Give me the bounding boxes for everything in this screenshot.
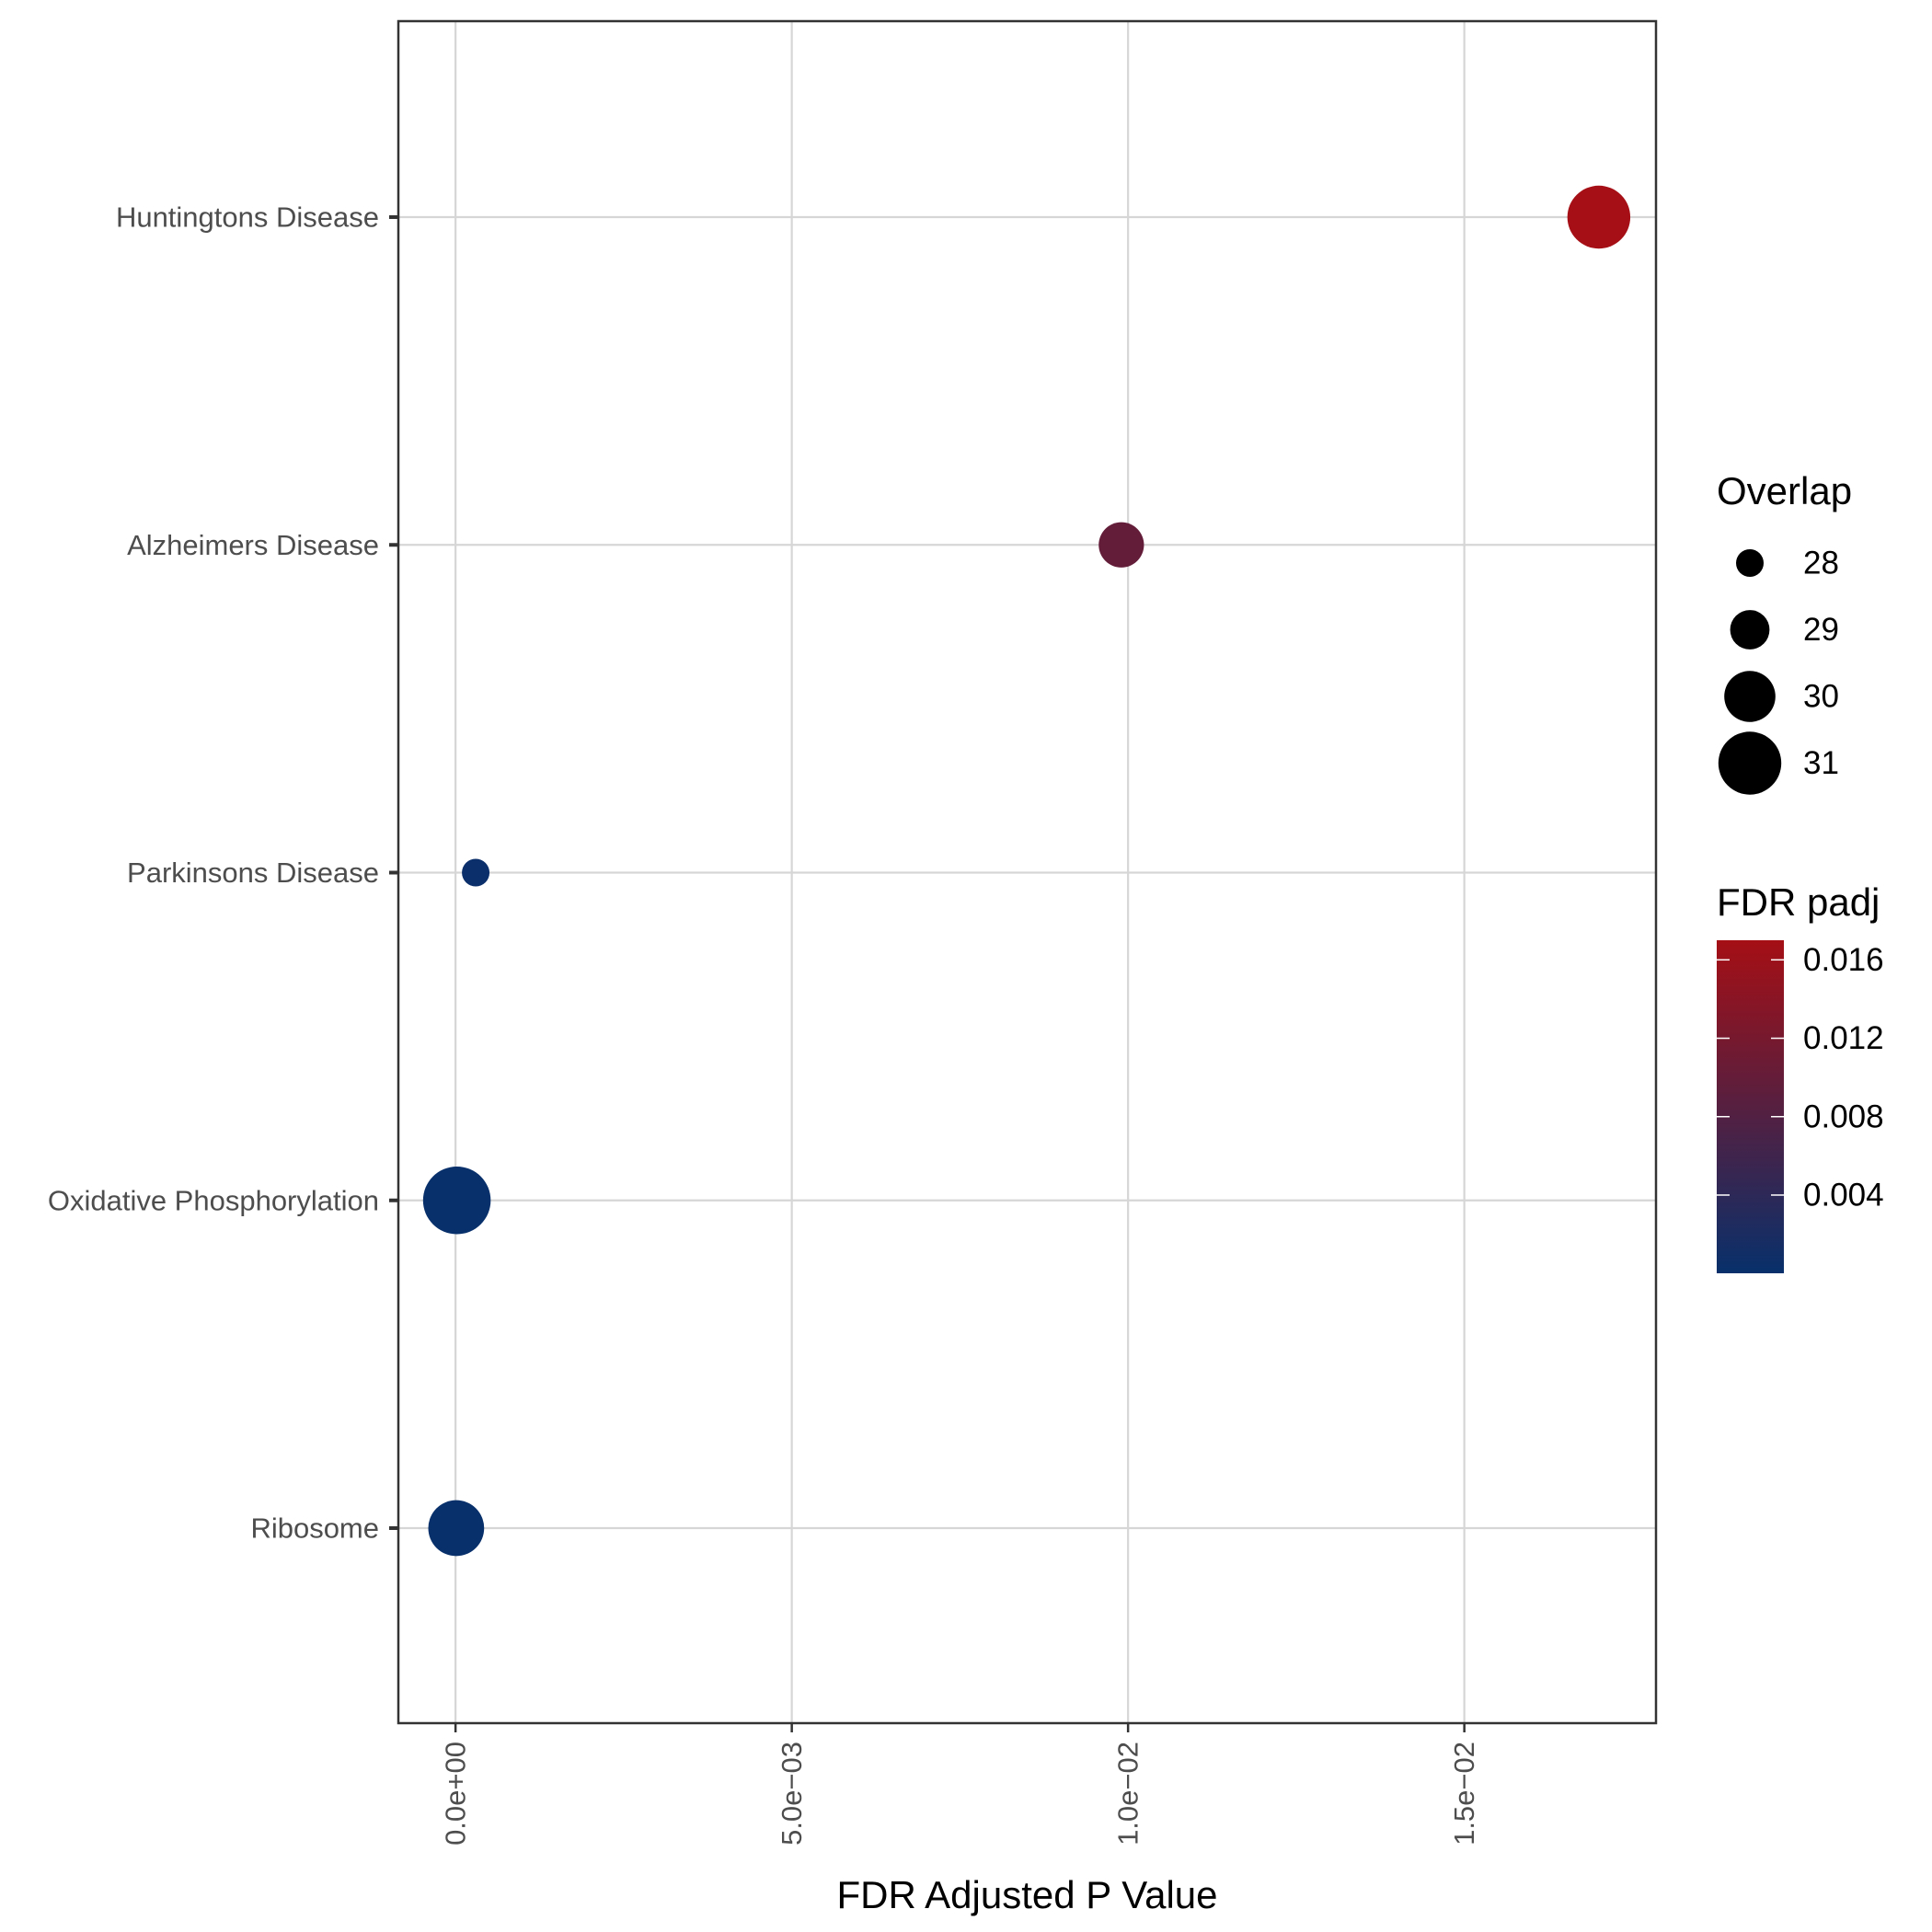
legend-overlap-key bbox=[1736, 549, 1764, 577]
y-label-alzheimers-disease: Alzheimers Disease bbox=[127, 529, 379, 561]
colorbar-label: 0.016 bbox=[1803, 942, 1884, 978]
x-tick-label: 5.0e−03 bbox=[776, 1742, 808, 1846]
y-axis: Ribosome Oxidative Phosphorylation Parkins… bbox=[48, 201, 398, 1545]
data-points bbox=[422, 185, 1631, 1557]
y-label-huntingtons-disease: Huntingtons Disease bbox=[116, 201, 379, 234]
legend-overlap-label: 29 bbox=[1803, 612, 1839, 648]
point-ribosome bbox=[428, 1500, 485, 1557]
x-tick-label: 1.5e−02 bbox=[1448, 1742, 1480, 1846]
legend-overlap-key bbox=[1730, 610, 1770, 650]
legend-overlap-label: 28 bbox=[1803, 546, 1839, 581]
point-parkinsons-disease bbox=[462, 858, 490, 887]
legend-overlap-title: Overlap bbox=[1717, 469, 1852, 512]
legend-fdr-padj: FDR padj 0.004 0.008 0.012 0.016 bbox=[1717, 880, 1884, 1273]
legend-overlap-label: 31 bbox=[1803, 745, 1839, 781]
point-huntingtons-disease bbox=[1567, 185, 1631, 249]
grid-lines bbox=[398, 21, 1656, 1723]
colorbar bbox=[1717, 940, 1784, 1273]
legend-fdr-padj-title: FDR padj bbox=[1717, 880, 1880, 924]
colorbar-label: 0.004 bbox=[1803, 1177, 1884, 1213]
y-label-parkinsons-disease: Parkinsons Disease bbox=[127, 857, 379, 889]
x-tick-label: 1.0e−02 bbox=[1112, 1742, 1144, 1846]
legend-overlap-key bbox=[1718, 731, 1782, 795]
legend-overlap-key bbox=[1724, 671, 1776, 722]
colorbar-label: 0.008 bbox=[1803, 1098, 1884, 1134]
y-label-oxidative-phosphorylation: Oxidative Phosphorylation bbox=[48, 1184, 379, 1216]
x-tick-label: 0.0e+00 bbox=[440, 1742, 472, 1846]
colorbar-label: 0.012 bbox=[1803, 1020, 1884, 1056]
y-label-ribosome: Ribosome bbox=[250, 1512, 379, 1545]
x-axis-title: FDR Adjusted P Value bbox=[836, 1873, 1217, 1916]
legend-overlap: Overlap 28 29 30 31 bbox=[1717, 469, 1852, 795]
point-alzheimers-disease bbox=[1098, 522, 1144, 568]
point-oxidative-phosphorylation bbox=[422, 1166, 491, 1235]
x-axis: 0.0e+00 5.0e−03 1.0e−02 1.5e−02 bbox=[440, 1723, 1480, 1846]
legend-overlap-label: 30 bbox=[1803, 679, 1839, 715]
